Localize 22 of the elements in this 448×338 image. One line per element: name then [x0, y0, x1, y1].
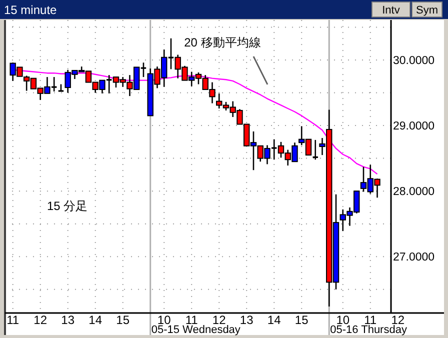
text: Intv	[382, 4, 400, 16]
x-tick-label: 15	[294, 313, 309, 327]
annotation: 20 移動平均線	[184, 35, 261, 50]
x-tick-label: 14	[267, 313, 282, 327]
x-tick-label: 14	[88, 313, 102, 327]
chart-title: 15 minute	[4, 3, 58, 17]
y-tick-label: 27.0000	[393, 252, 435, 264]
annotation: 15 分足	[47, 199, 88, 213]
x-tick-label: 12	[391, 313, 405, 327]
text: 05-15 Wednesday	[151, 324, 241, 336]
y-tick-label: 28.0000	[393, 186, 435, 198]
text: 05-16 Thursday	[330, 324, 408, 336]
y-tick-label: 29.0000	[393, 120, 435, 133]
x-tick-label: 13	[61, 313, 75, 327]
x-tick-label: 13	[240, 313, 254, 327]
text: Sym	[416, 4, 438, 16]
x-tick-label: 12	[212, 313, 226, 327]
x-tick-label: 12	[34, 313, 48, 327]
x-tick-label: 11	[6, 313, 20, 327]
x-tick-label: 15	[116, 313, 130, 327]
y-tick-label: 30.0000	[393, 54, 435, 67]
candlestick	[312, 139, 318, 160]
